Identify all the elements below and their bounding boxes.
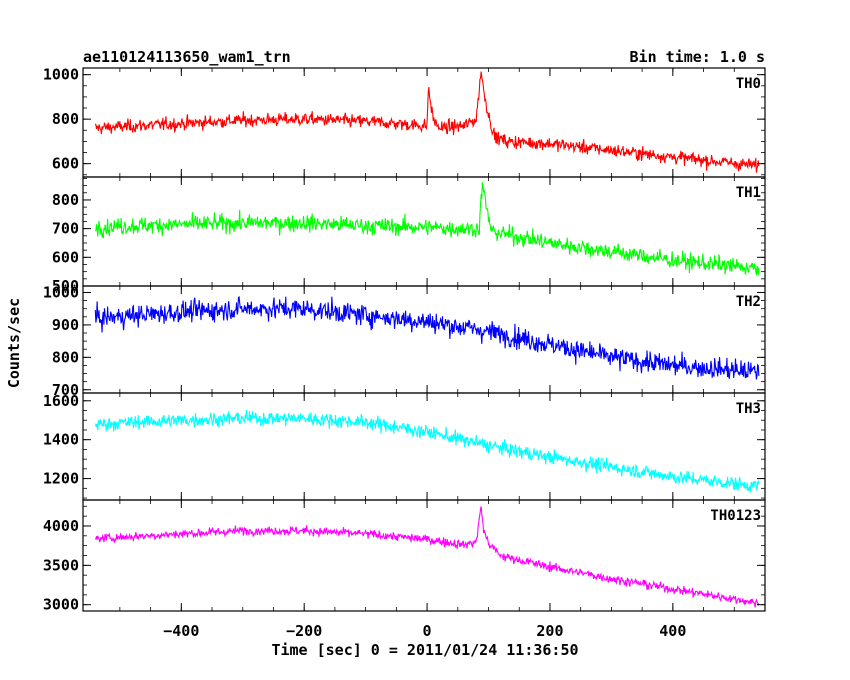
y-tick-label-th2: 700 (52, 381, 79, 399)
channel-label-th0123: TH0123 (710, 508, 761, 524)
y-tick-label-th1: 600 (52, 248, 79, 266)
panel-frame-th0123 (82, 499, 766, 612)
channel-label-th2: TH2 (736, 294, 761, 310)
x-tick-label: 0 (423, 622, 432, 640)
series-line-th0 (94, 71, 760, 173)
panel-frame-th3 (82, 392, 766, 501)
y-tick-label-th0: 600 (52, 155, 79, 173)
channel-label-th3: TH3 (736, 401, 761, 417)
panels: 600 800 1000 TH0 500 600 700 800 TH1 700 800 900 100… (43, 66, 766, 640)
panel-frame-th1 (82, 176, 766, 287)
channel-label-th1: TH1 (736, 185, 761, 201)
y-tick-label-th2: 900 (52, 316, 79, 334)
y-tick-label-th0123: 3000 (43, 596, 79, 614)
x-tick-label: 200 (536, 622, 563, 640)
chart-title: ae110124113650_wam1_trn (83, 48, 291, 66)
y-tick-label-th3: 1600 (43, 392, 79, 410)
y-tick-label-th0: 800 (52, 110, 79, 128)
series-line-th1 (95, 182, 760, 276)
y-tick-label-th1: 700 (52, 220, 79, 238)
x-axis-label: Time [sec] 0 = 2011/01/24 11:36:50 (271, 641, 578, 659)
y-tick-label-th2: 800 (52, 348, 79, 366)
y-tick-label-th3: 1200 (43, 470, 79, 488)
y-tick-label-th1: 500 (52, 277, 79, 295)
channel-label-th0: TH0 (736, 76, 761, 92)
x-tick-label: −400 (163, 622, 199, 640)
y-tick-label-th2: 1000 (43, 283, 79, 301)
series-line-th0123 (94, 506, 760, 608)
y-axis-label: Counts/sec (5, 298, 23, 388)
x-tick-label: 400 (659, 622, 686, 640)
y-tick-label-th0123: 3500 (43, 556, 79, 574)
series-line-th3 (94, 410, 760, 493)
y-tick-label-th0123: 4000 (43, 517, 79, 535)
series-line-th2 (94, 296, 760, 380)
y-tick-label-th0: 1000 (43, 66, 79, 84)
bin-time-label: Bin time: 1.0 s (630, 48, 765, 66)
x-tick-label: −200 (286, 622, 322, 640)
y-tick-label-th1: 800 (52, 191, 79, 209)
y-tick-label-th3: 1400 (43, 431, 79, 449)
